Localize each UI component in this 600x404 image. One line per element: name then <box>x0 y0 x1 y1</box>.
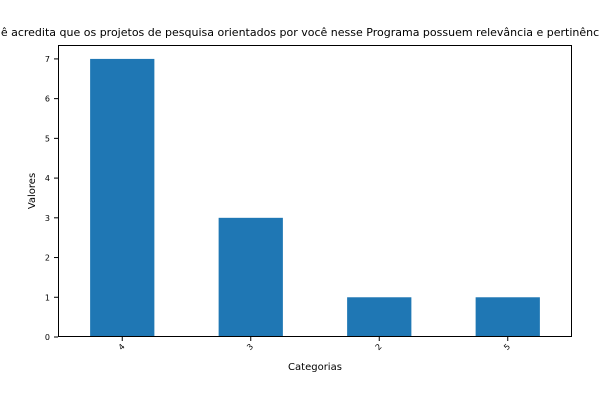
y-tick-label: 6 <box>45 95 50 104</box>
y-axis-label: Valores <box>27 173 38 209</box>
bar-3 <box>218 217 283 337</box>
y-axis: 0 1 2 3 4 5 6 7 <box>45 55 58 342</box>
y-tick-label: 2 <box>45 254 50 263</box>
plot-frame <box>58 45 572 337</box>
x-tick-label: 2 <box>374 342 384 352</box>
x-tick-label: 3 <box>245 342 255 352</box>
x-tick-label: 4 <box>117 342 127 352</box>
bar-2 <box>347 297 412 337</box>
bars-group <box>90 58 540 338</box>
y-tick-label: 0 <box>45 333 50 342</box>
y-tick-label: 1 <box>45 293 50 302</box>
y-tick-label: 5 <box>45 134 50 143</box>
y-tick-label: 7 <box>45 55 50 64</box>
x-tick-label: 5 <box>502 342 512 352</box>
bar-4 <box>90 58 155 338</box>
x-axis-label: Categorias <box>288 362 342 373</box>
chart-title: ê acredita que os projetos de pesquisa o… <box>1 26 599 39</box>
y-tick-label: 4 <box>45 174 50 183</box>
x-axis: 4 3 2 5 <box>117 337 512 352</box>
y-tick-label: 3 <box>45 214 50 223</box>
bar-5 <box>475 297 540 337</box>
